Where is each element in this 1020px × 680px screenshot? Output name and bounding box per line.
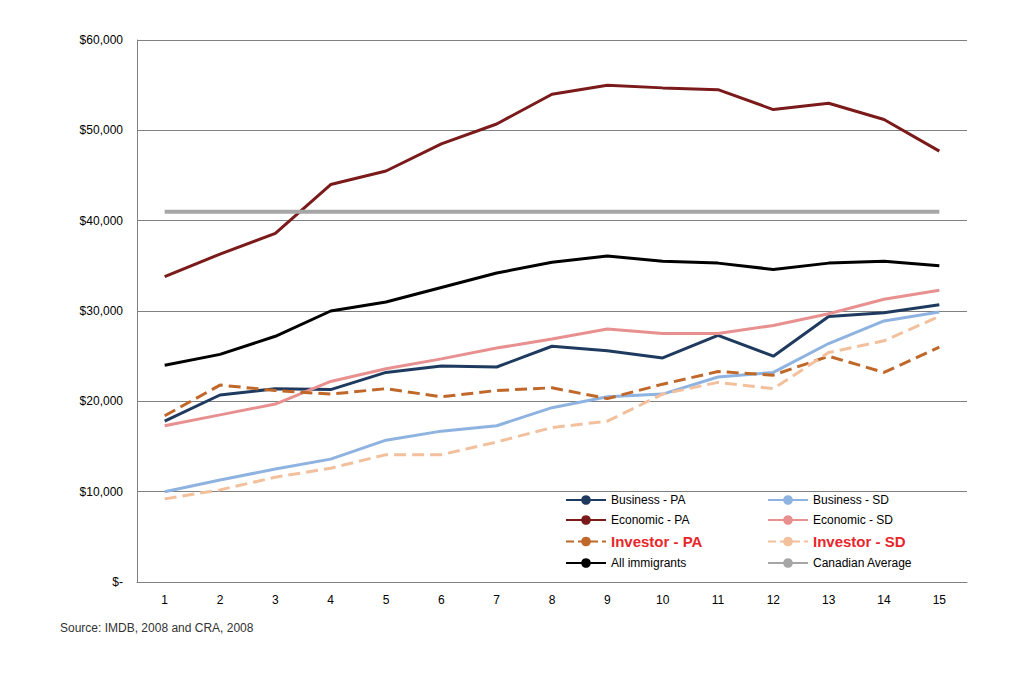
svg-text:All immigrants: All immigrants <box>611 556 686 570</box>
svg-text:8: 8 <box>549 593 556 607</box>
svg-text:$50,000: $50,000 <box>80 123 124 137</box>
svg-text:Canadian Average: Canadian Average <box>813 556 912 570</box>
svg-text:3: 3 <box>272 593 279 607</box>
svg-text:13: 13 <box>822 593 836 607</box>
svg-text:12: 12 <box>767 593 781 607</box>
svg-text:$-: $- <box>112 575 123 589</box>
svg-text:$30,000: $30,000 <box>80 304 124 318</box>
svg-text:2: 2 <box>217 593 224 607</box>
svg-text:10: 10 <box>656 593 670 607</box>
svg-text:Investor - PA: Investor - PA <box>611 533 703 550</box>
svg-text:11: 11 <box>712 593 725 607</box>
svg-text:Economic - PA: Economic - PA <box>611 513 689 527</box>
svg-text:9: 9 <box>604 593 611 607</box>
svg-text:4: 4 <box>327 593 334 607</box>
svg-text:1: 1 <box>161 593 168 607</box>
svg-text:Source: IMDB, 2008 and CRA, 20: Source: IMDB, 2008 and CRA, 2008 <box>60 621 254 635</box>
svg-text:7: 7 <box>493 593 500 607</box>
svg-text:14: 14 <box>877 593 891 607</box>
svg-text:5: 5 <box>383 593 390 607</box>
svg-text:$20,000: $20,000 <box>80 394 124 408</box>
svg-text:Economic - SD: Economic - SD <box>813 513 893 527</box>
svg-text:Business - SD: Business - SD <box>813 493 889 507</box>
svg-text:15: 15 <box>933 593 947 607</box>
svg-text:Business - PA: Business - PA <box>611 493 685 507</box>
svg-text:6: 6 <box>438 593 445 607</box>
svg-text:$40,000: $40,000 <box>80 214 124 228</box>
svg-text:Investor - SD: Investor - SD <box>813 533 906 550</box>
svg-text:$60,000: $60,000 <box>80 33 124 47</box>
svg-text:$10,000: $10,000 <box>80 485 124 499</box>
